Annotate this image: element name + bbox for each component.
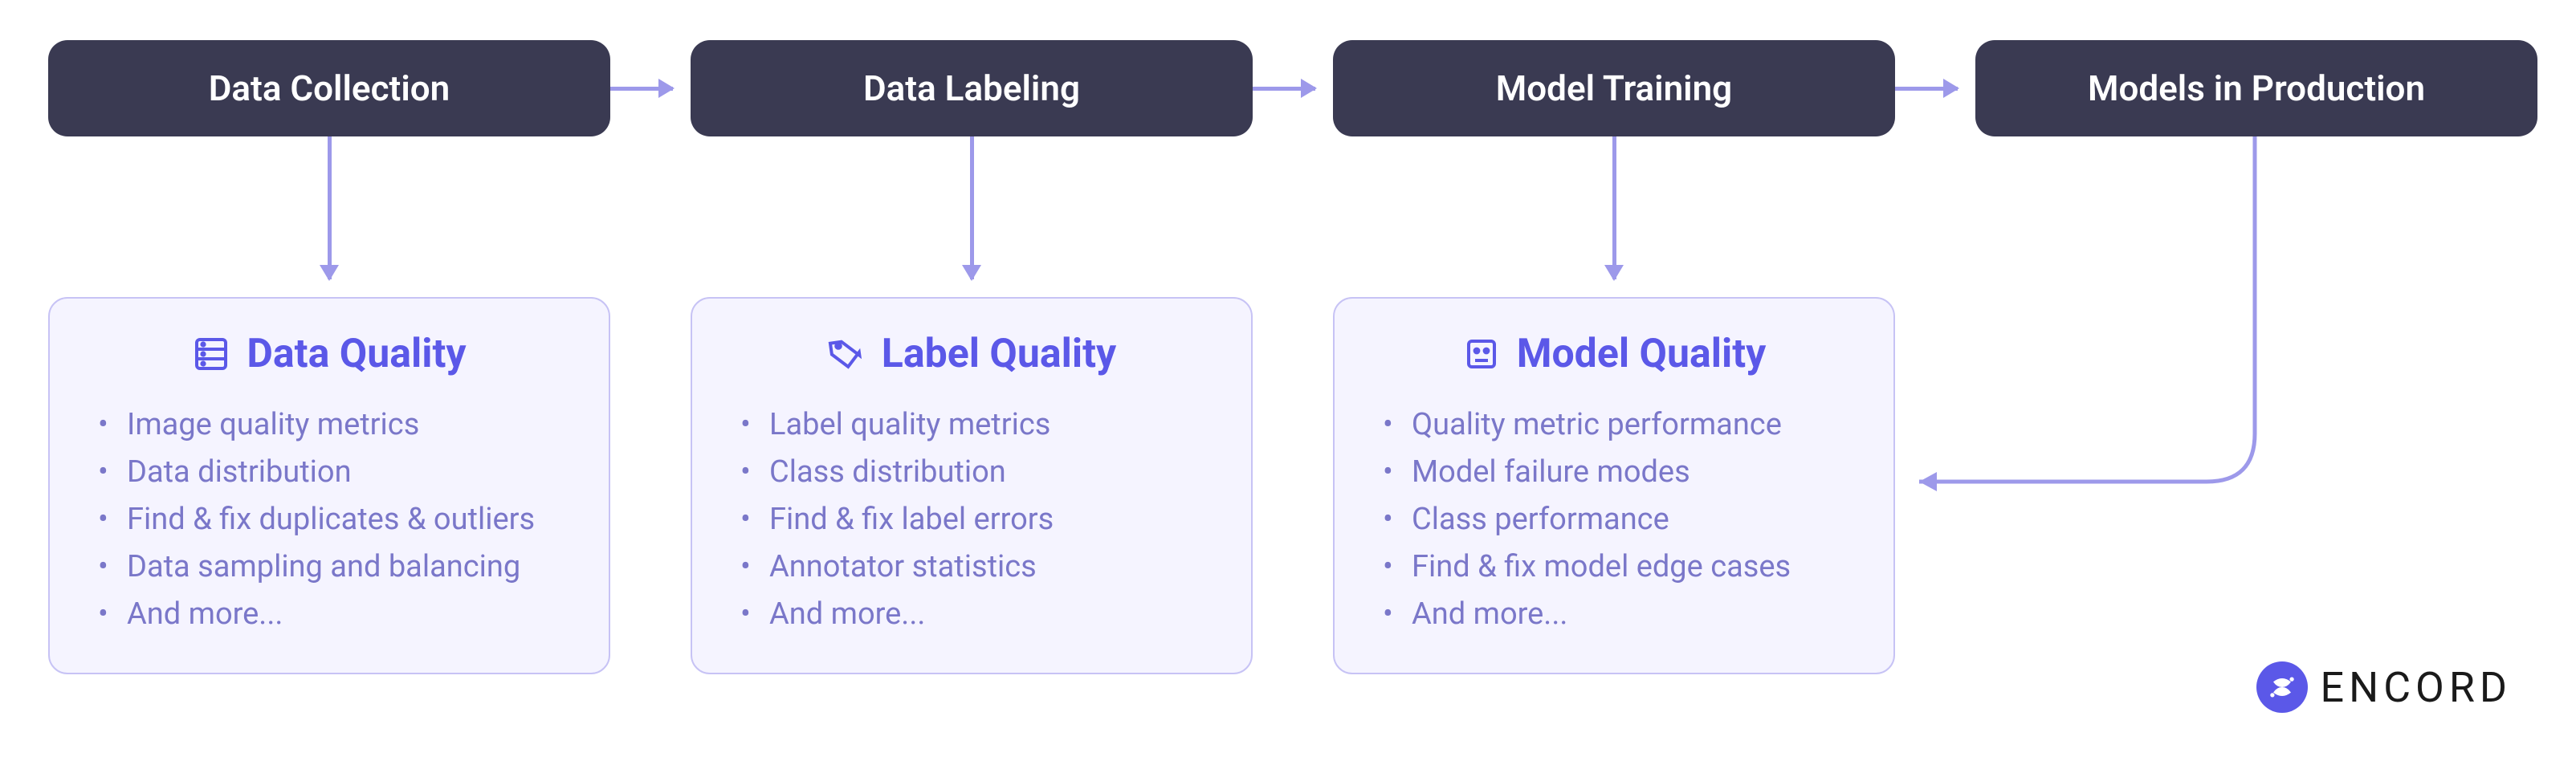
arrow-down-3 xyxy=(1612,136,1616,279)
list-item: Find & fix label errors xyxy=(740,496,1211,543)
encord-logo-text: ENCORD xyxy=(2321,663,2512,712)
arrow-down-2 xyxy=(970,136,974,279)
card-title-row: Label Quality xyxy=(732,331,1211,377)
card-item-list: Image quality metrics Data distribution … xyxy=(90,401,569,637)
list-item: And more... xyxy=(740,591,1211,638)
stage-label: Model Training xyxy=(1496,67,1732,109)
list-item: Label quality metrics xyxy=(740,401,1211,449)
arrow-down-1 xyxy=(328,136,332,279)
card-title: Model Quality xyxy=(1517,331,1767,377)
list-item: Annotator statistics xyxy=(740,543,1211,591)
list-item: And more... xyxy=(1383,591,1853,638)
card-model-quality: Model Quality Quality metric performance… xyxy=(1333,297,1895,674)
stage-label: Data Collection xyxy=(209,67,450,109)
server-icon xyxy=(192,335,230,373)
card-data-quality: Data Quality Image quality metrics Data … xyxy=(48,297,610,674)
stage-data-collection: Data Collection xyxy=(48,40,610,136)
list-item: Image quality metrics xyxy=(98,401,569,449)
card-item-list: Quality metric performance Model failure… xyxy=(1375,401,1853,637)
list-item: Find & fix duplicates & outliers xyxy=(98,496,569,543)
stage-model-training: Model Training xyxy=(1333,40,1895,136)
encord-logo: ENCORD xyxy=(2256,661,2512,713)
list-item: Class performance xyxy=(1383,496,1853,543)
list-item: Class distribution xyxy=(740,449,1211,496)
tag-icon xyxy=(827,335,866,373)
robot-icon xyxy=(1462,335,1501,373)
arrow-stage-2-3 xyxy=(1253,87,1315,91)
list-item: Data sampling and balancing xyxy=(98,543,569,591)
encord-logo-mark xyxy=(2256,661,2308,713)
card-title: Data Quality xyxy=(247,331,466,377)
stage-data-labeling: Data Labeling xyxy=(691,40,1253,136)
card-title-row: Data Quality xyxy=(90,331,569,377)
list-item: Data distribution xyxy=(98,449,569,496)
list-item: And more... xyxy=(98,591,569,638)
stage-label: Models in Production xyxy=(2088,67,2425,109)
arrow-stage-1-2 xyxy=(610,87,673,91)
list-item: Model failure modes xyxy=(1383,449,1853,496)
arrow-stage-3-4 xyxy=(1895,87,1958,91)
list-item: Quality metric performance xyxy=(1383,401,1853,449)
stage-label: Data Labeling xyxy=(863,67,1080,109)
card-title-row: Model Quality xyxy=(1375,331,1853,377)
list-item: Find & fix model edge cases xyxy=(1383,543,1853,591)
card-item-list: Label quality metrics Class distribution… xyxy=(732,401,1211,637)
card-title: Label Quality xyxy=(882,331,1116,377)
stage-models-production: Models in Production xyxy=(1975,40,2537,136)
card-label-quality: Label Quality Label quality metrics Clas… xyxy=(691,297,1253,674)
